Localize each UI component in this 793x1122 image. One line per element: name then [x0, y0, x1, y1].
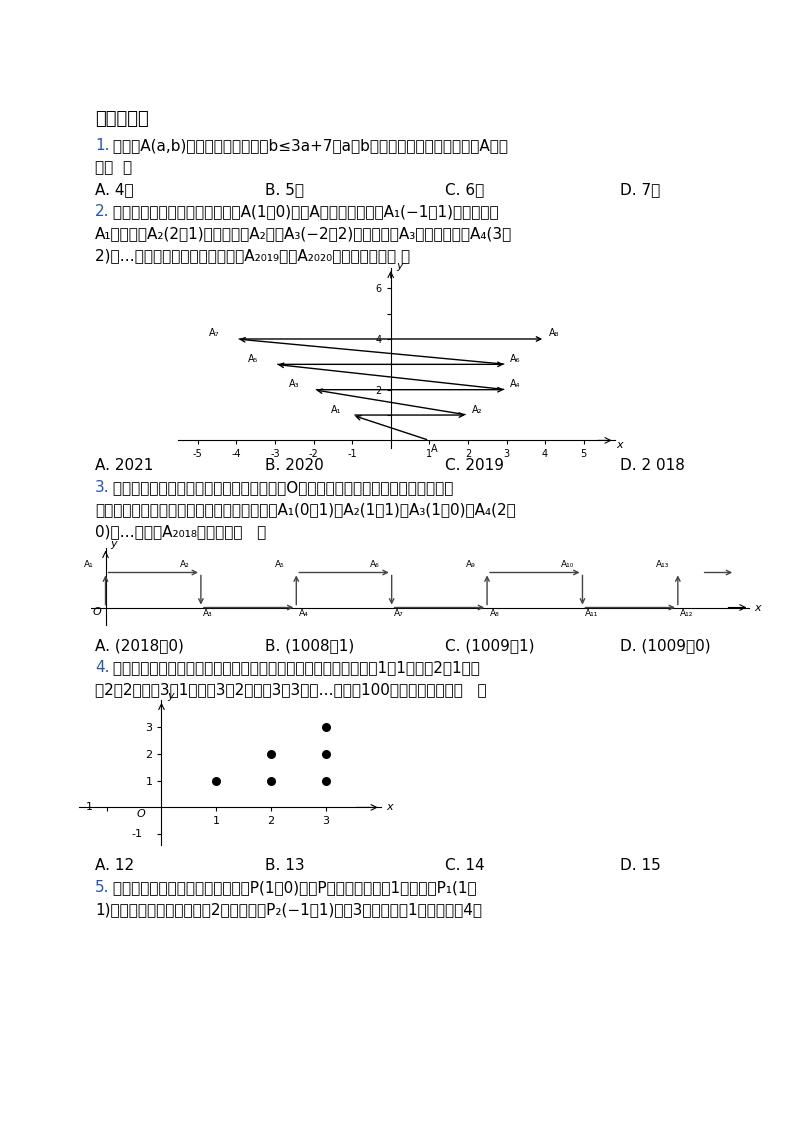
Text: A₆: A₆ — [370, 560, 380, 569]
Text: 1.: 1. — [95, 138, 109, 153]
Text: y: y — [167, 691, 174, 700]
Text: D. (1009，0): D. (1009，0) — [620, 638, 711, 653]
Text: 2.: 2. — [95, 204, 109, 219]
Text: x: x — [386, 802, 393, 812]
Text: A₁₀: A₁₀ — [561, 560, 574, 569]
Text: A₁₂: A₁₂ — [680, 609, 694, 618]
Text: A₂: A₂ — [179, 560, 190, 569]
Text: A. 12: A. 12 — [95, 858, 134, 873]
Text: 1)，紧接着第二次向左跳动2个单位至点P₂(−1，1)，第3次向上跳动1个单位，第4次: 1)，紧接着第二次向左跳动2个单位至点P₂(−1，1)，第3次向上跳动1个单位，… — [95, 902, 482, 917]
Text: 一、选择题: 一、选择题 — [95, 110, 149, 128]
Text: A₃: A₃ — [203, 609, 213, 618]
Text: A₁: A₁ — [84, 560, 94, 569]
Text: 有（  ）: 有（ ） — [95, 160, 132, 175]
Text: A₁₃: A₁₃ — [657, 560, 670, 569]
Text: B. 2020: B. 2020 — [265, 458, 324, 473]
Text: 如图，在平面直角坐标系中，一动点从原点O出发，按向上、向右、向下、向右的方: 如图，在平面直角坐标系中，一动点从原点O出发，按向上、向右、向下、向右的方 — [108, 480, 454, 495]
Point — [265, 745, 278, 763]
Text: A₉: A₉ — [465, 560, 475, 569]
Text: A₄: A₄ — [511, 379, 521, 389]
Text: 2)，…，依此规律跳动下去，则点A₂₀₁₉与点A₂₀₂₀之间的距离是（ ）: 2)，…，依此规律跳动下去，则点A₂₀₁₉与点A₂₀₂₀之间的距离是（ ） — [95, 248, 410, 263]
Text: 0)，…，那么A₂₀₁₈的坐标为（   ）: 0)，…，那么A₂₀₁₈的坐标为（ ） — [95, 524, 266, 539]
Text: A₆: A₆ — [511, 353, 521, 364]
Text: O: O — [92, 607, 101, 617]
Text: 3.: 3. — [95, 480, 109, 495]
Text: D. 15: D. 15 — [620, 858, 661, 873]
Text: 5.: 5. — [95, 880, 109, 895]
Text: -1: -1 — [82, 802, 93, 812]
Text: A₅: A₅ — [275, 560, 285, 569]
Text: A₈: A₈ — [549, 329, 559, 339]
Point — [320, 772, 332, 790]
Text: A. 4个: A. 4个 — [95, 182, 134, 197]
Text: 如图所示，在平面直角坐标系中，有若干个点按如下规律排列：（1，1），（2，1），: 如图所示，在平面直角坐标系中，有若干个点按如下规律排列：（1，1），（2，1）， — [108, 660, 480, 675]
Text: A₁₁: A₁₁ — [584, 609, 598, 618]
Text: 向不断移动，每次移动一个单位，依次得到点A₁(0，1)，A₂(1，1)，A₃(1，0)，A₄(2，: 向不断移动，每次移动一个单位，依次得到点A₁(0，1)，A₂(1，1)，A₃(1… — [95, 502, 515, 517]
Point — [320, 718, 332, 736]
Text: C. 14: C. 14 — [445, 858, 485, 873]
Text: -1: -1 — [132, 829, 142, 839]
Text: 4.: 4. — [95, 660, 109, 675]
Text: x: x — [616, 440, 623, 450]
Point — [265, 772, 278, 790]
Text: A₂: A₂ — [472, 405, 482, 414]
Text: A₅: A₅ — [248, 353, 259, 364]
Text: B. 13: B. 13 — [265, 858, 305, 873]
Text: 如图，在平面直角坐标系上有点A(1，0)，点A第一次跳动至点A₁(−1，1)，第二次点: 如图，在平面直角坐标系上有点A(1，0)，点A第一次跳动至点A₁(−1，1)，第… — [108, 204, 499, 219]
Text: C. 6个: C. 6个 — [445, 182, 485, 197]
Text: B. 5个: B. 5个 — [265, 182, 304, 197]
Point — [210, 772, 223, 790]
Text: 如图，在平面直角坐标系上有个点P(1，0)，点P第一次向上跳运1个单位至P₁(1，: 如图，在平面直角坐标系上有个点P(1，0)，点P第一次向上跳运1个单位至P₁(1… — [108, 880, 477, 895]
Text: C. 2019: C. 2019 — [445, 458, 504, 473]
Text: y: y — [110, 540, 117, 550]
Text: A: A — [431, 444, 438, 453]
Text: C. (1009，1): C. (1009，1) — [445, 638, 534, 653]
Text: 已知点A(a,b)位于第二象限，并且b≤3a+7，a、b均为整数，则满足条件的点A个数: 已知点A(a,b)位于第二象限，并且b≤3a+7，a、b均为整数，则满足条件的点… — [108, 138, 508, 153]
Text: A₃: A₃ — [289, 379, 299, 389]
Text: A₁向右跳到A₂(2，1)，第三次点A₂跳到A₃(−2，2)，第四次点A₃向右跳动至点A₄(3，: A₁向右跳到A₂(2，1)，第三次点A₂跳到A₃(−2，2)，第四次点A₃向右跳… — [95, 226, 512, 241]
Text: x: x — [754, 603, 760, 613]
Text: A₄: A₄ — [299, 609, 308, 618]
Point — [320, 745, 332, 763]
Text: O: O — [137, 809, 146, 819]
Text: A₇: A₇ — [209, 329, 220, 339]
Text: y: y — [396, 261, 403, 272]
Text: D. 7个: D. 7个 — [620, 182, 661, 197]
Text: A₇: A₇ — [394, 609, 404, 618]
Text: A₈: A₈ — [489, 609, 500, 618]
Text: A₁: A₁ — [331, 405, 341, 414]
Text: B. (1008，1): B. (1008，1) — [265, 638, 354, 653]
Text: A. 2021: A. 2021 — [95, 458, 153, 473]
Text: D. 2 018: D. 2 018 — [620, 458, 685, 473]
Text: （2，2），（3，1），（3，2），（3，3），…，则第100个点的横坐标为（   ）: （2，2），（3，1），（3，2），（3，3），…，则第100个点的横坐标为（ … — [95, 682, 487, 697]
Text: A. (2018，0): A. (2018，0) — [95, 638, 184, 653]
